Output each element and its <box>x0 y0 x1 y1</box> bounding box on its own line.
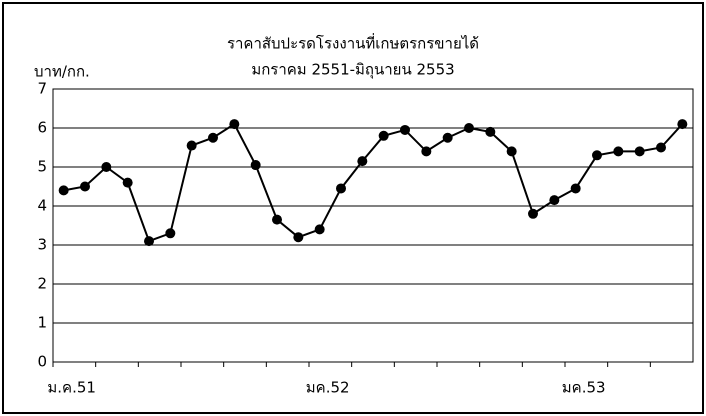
data-point <box>442 132 453 143</box>
y-tick-label: 7 <box>37 80 47 98</box>
data-point <box>357 156 368 167</box>
data-point <box>229 119 240 130</box>
chart-title: ราคาสับปะรดโรงงานที่เกษตรกรขายได้ <box>227 33 479 53</box>
data-point <box>378 130 389 141</box>
data-point <box>250 160 261 171</box>
x-tick-label: มค.53 <box>562 379 606 397</box>
data-point <box>165 228 176 239</box>
x-tick-label: มค.52 <box>306 379 350 397</box>
data-point <box>272 214 282 225</box>
y-tick-label: 4 <box>37 197 47 215</box>
data-point <box>485 126 496 137</box>
y-tick-label: 3 <box>37 236 47 254</box>
data-point <box>58 185 69 196</box>
y-axis-label: บาท/กก. <box>34 63 90 81</box>
plot-area <box>52 88 694 363</box>
data-point <box>634 146 645 157</box>
data-point <box>592 150 602 161</box>
data-point <box>101 162 112 172</box>
data-point <box>549 195 560 206</box>
data-point <box>613 146 624 157</box>
data-point <box>80 181 90 192</box>
data-point <box>293 232 304 243</box>
y-tick-label: 5 <box>37 158 47 176</box>
data-point <box>506 146 517 157</box>
data-point <box>421 146 432 157</box>
data-point <box>186 140 197 151</box>
data-point <box>122 177 133 188</box>
x-tick-label: ม.ค.51 <box>47 379 96 397</box>
chart-subtitle: มกราคม 2551-มิถุนายน 2553 <box>251 61 454 80</box>
y-tick-label: 6 <box>37 119 47 137</box>
data-point <box>314 224 325 235</box>
data-point <box>677 119 688 130</box>
data-point <box>570 183 581 194</box>
data-point <box>144 236 154 247</box>
data-point <box>336 183 346 194</box>
y-tick-label: 0 <box>37 353 47 371</box>
y-tick-label: 1 <box>37 314 47 332</box>
data-point <box>400 124 410 135</box>
y-tick-label: 2 <box>37 275 47 293</box>
data-point <box>464 123 474 133</box>
data-point <box>528 208 538 219</box>
data-point <box>208 132 218 143</box>
data-point <box>656 142 666 153</box>
